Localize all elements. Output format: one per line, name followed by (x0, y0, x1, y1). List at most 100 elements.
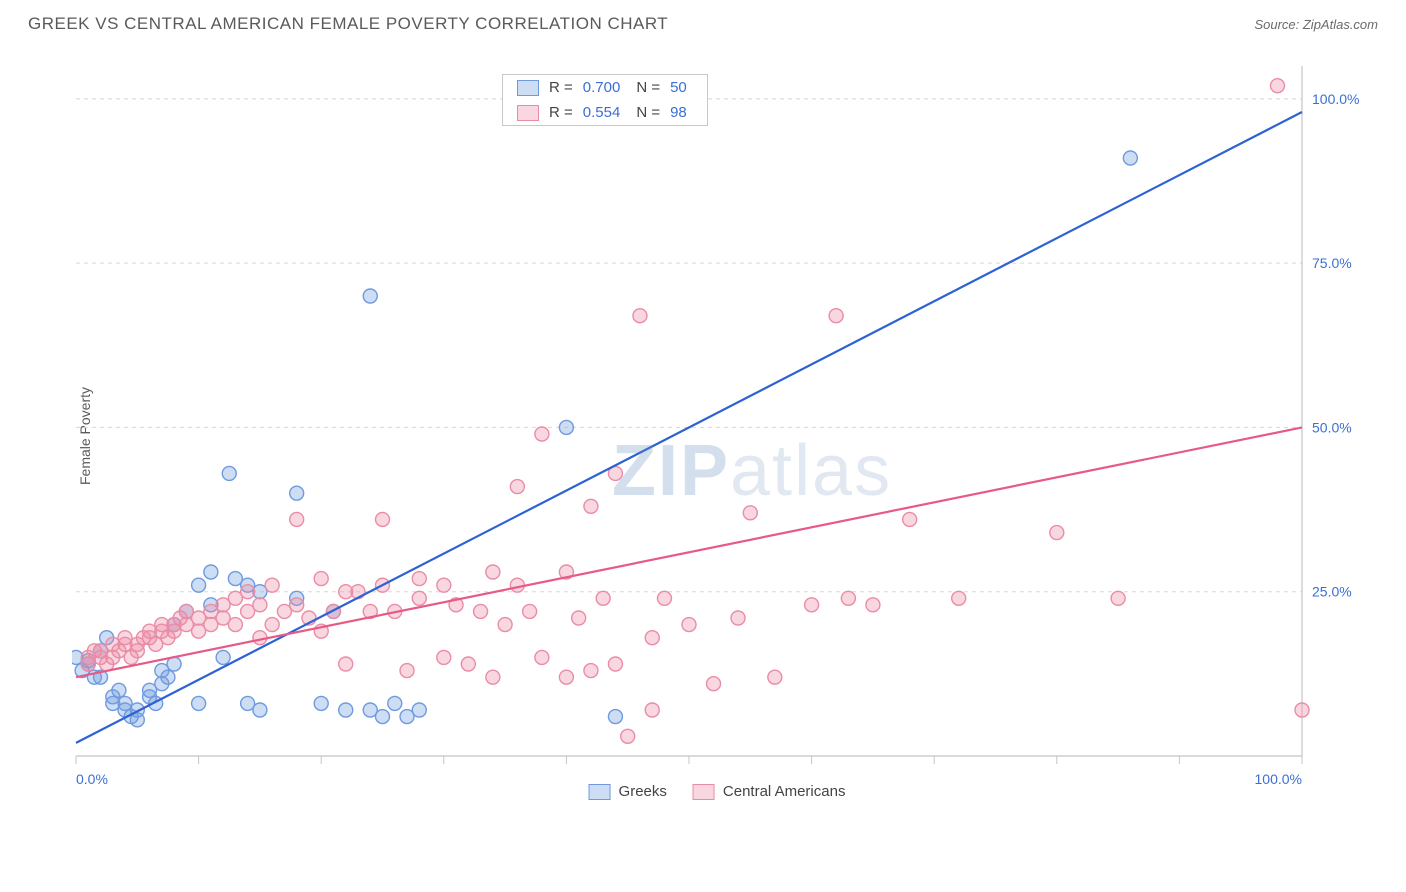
y-tick-label: 50.0% (1312, 419, 1352, 435)
scatter-point (596, 591, 610, 605)
scatter-point (805, 598, 819, 612)
source-name: ZipAtlas.com (1303, 17, 1378, 32)
scatter-point (486, 670, 500, 684)
scatter-point (498, 618, 512, 632)
scatter-point (376, 710, 390, 724)
scatter-point (192, 696, 206, 710)
scatter-point (388, 696, 402, 710)
legend-series-item: Central Americans (693, 783, 846, 800)
scatter-point (486, 565, 500, 579)
scatter-point (1295, 703, 1309, 717)
scatter-point (952, 591, 966, 605)
scatter-point (228, 618, 242, 632)
scatter-point (1111, 591, 1125, 605)
scatter-point (584, 664, 598, 678)
scatter-point (841, 591, 855, 605)
scatter-point (731, 611, 745, 625)
scatter-point (112, 683, 126, 697)
scatter-point (216, 650, 230, 664)
scatter-point (707, 677, 721, 691)
legend-r-label: R = (549, 79, 573, 96)
scatter-point (339, 703, 353, 717)
scatter-point (412, 572, 426, 586)
scatter-point (400, 664, 414, 678)
chart-svg: 25.0% 50.0% 75.0% 100.0% 0.0% 100.0% (72, 60, 1362, 820)
scatter-point (608, 657, 622, 671)
scatter-point (265, 618, 279, 632)
scatter-point (290, 598, 304, 612)
scatter-point (412, 591, 426, 605)
scatter-point (572, 611, 586, 625)
scatter-point (241, 585, 255, 599)
legend-stats: R = 0.700 N = 50 R = 0.554 N = 98 (502, 74, 708, 126)
legend-series-label: Greeks (619, 783, 667, 800)
x-tick-label: 0.0% (76, 771, 108, 787)
scatter-point (339, 657, 353, 671)
scatter-point (412, 703, 426, 717)
scatter-point (314, 572, 328, 586)
legend-series-label: Central Americans (723, 783, 846, 800)
scatter-point (903, 512, 917, 526)
legend-series-item: Greeks (589, 783, 667, 800)
source-prefix: Source: (1254, 17, 1302, 32)
scatter-point (314, 696, 328, 710)
chart-container: Female Poverty ZIPatlas 25.0%50.0%75.0%1… (28, 46, 1378, 826)
scatter-point (633, 309, 647, 323)
scatter-point (866, 598, 880, 612)
scatter-point (559, 420, 573, 434)
scatter-point (535, 427, 549, 441)
scatter-point (461, 657, 475, 671)
scatter-point (682, 618, 696, 632)
scatter-point (253, 703, 267, 717)
chart-title: GREEK VS CENTRAL AMERICAN FEMALE POVERTY… (28, 14, 668, 34)
scatter-point (161, 670, 175, 684)
legend-series: Greeks Central Americans (589, 783, 846, 800)
scatter-point (1270, 79, 1284, 93)
scatter-point (474, 604, 488, 618)
y-tick-label: 100.0% (1312, 91, 1359, 107)
scatter-point (222, 466, 236, 480)
scatter-point (523, 604, 537, 618)
legend-n-value: 50 (670, 79, 687, 96)
legend-n-value: 98 (670, 104, 687, 121)
scatter-point (363, 289, 377, 303)
scatter-point (376, 512, 390, 526)
legend-r-value: 0.700 (583, 79, 621, 96)
legend-swatch (693, 784, 715, 800)
legend-r-value: 0.554 (583, 104, 621, 121)
legend-swatch (517, 80, 539, 96)
scatter-point (437, 650, 451, 664)
scatter-point (645, 703, 659, 717)
regression-line (76, 427, 1302, 677)
scatter-point (290, 512, 304, 526)
scatter-point (621, 729, 635, 743)
scatter-point (768, 670, 782, 684)
scatter-point (645, 631, 659, 645)
scatter-point (743, 506, 757, 520)
plot-area: ZIPatlas 25.0%50.0%75.0%100.0%0.0%100.0%… (72, 60, 1362, 820)
legend-stats-row: R = 0.700 N = 50 (503, 75, 707, 100)
scatter-point (265, 578, 279, 592)
legend-stats-row: R = 0.554 N = 98 (503, 100, 707, 125)
y-tick-label: 25.0% (1312, 584, 1352, 600)
legend-n-label: N = (636, 79, 660, 96)
x-tick-label: 100.0% (1255, 771, 1302, 787)
y-tick-label: 75.0% (1312, 255, 1352, 271)
scatter-point (608, 710, 622, 724)
legend-r-label: R = (549, 104, 573, 121)
scatter-point (290, 486, 304, 500)
scatter-point (204, 565, 218, 579)
scatter-point (657, 591, 671, 605)
scatter-point (535, 650, 549, 664)
chart-source: Source: ZipAtlas.com (1254, 17, 1378, 32)
scatter-point (584, 499, 598, 513)
scatter-point (829, 309, 843, 323)
legend-swatch (517, 105, 539, 121)
scatter-point (437, 578, 451, 592)
legend-n-label: N = (636, 104, 660, 121)
legend-swatch (589, 784, 611, 800)
scatter-point (1123, 151, 1137, 165)
scatter-point (559, 670, 573, 684)
scatter-point (1050, 526, 1064, 540)
scatter-point (510, 480, 524, 494)
